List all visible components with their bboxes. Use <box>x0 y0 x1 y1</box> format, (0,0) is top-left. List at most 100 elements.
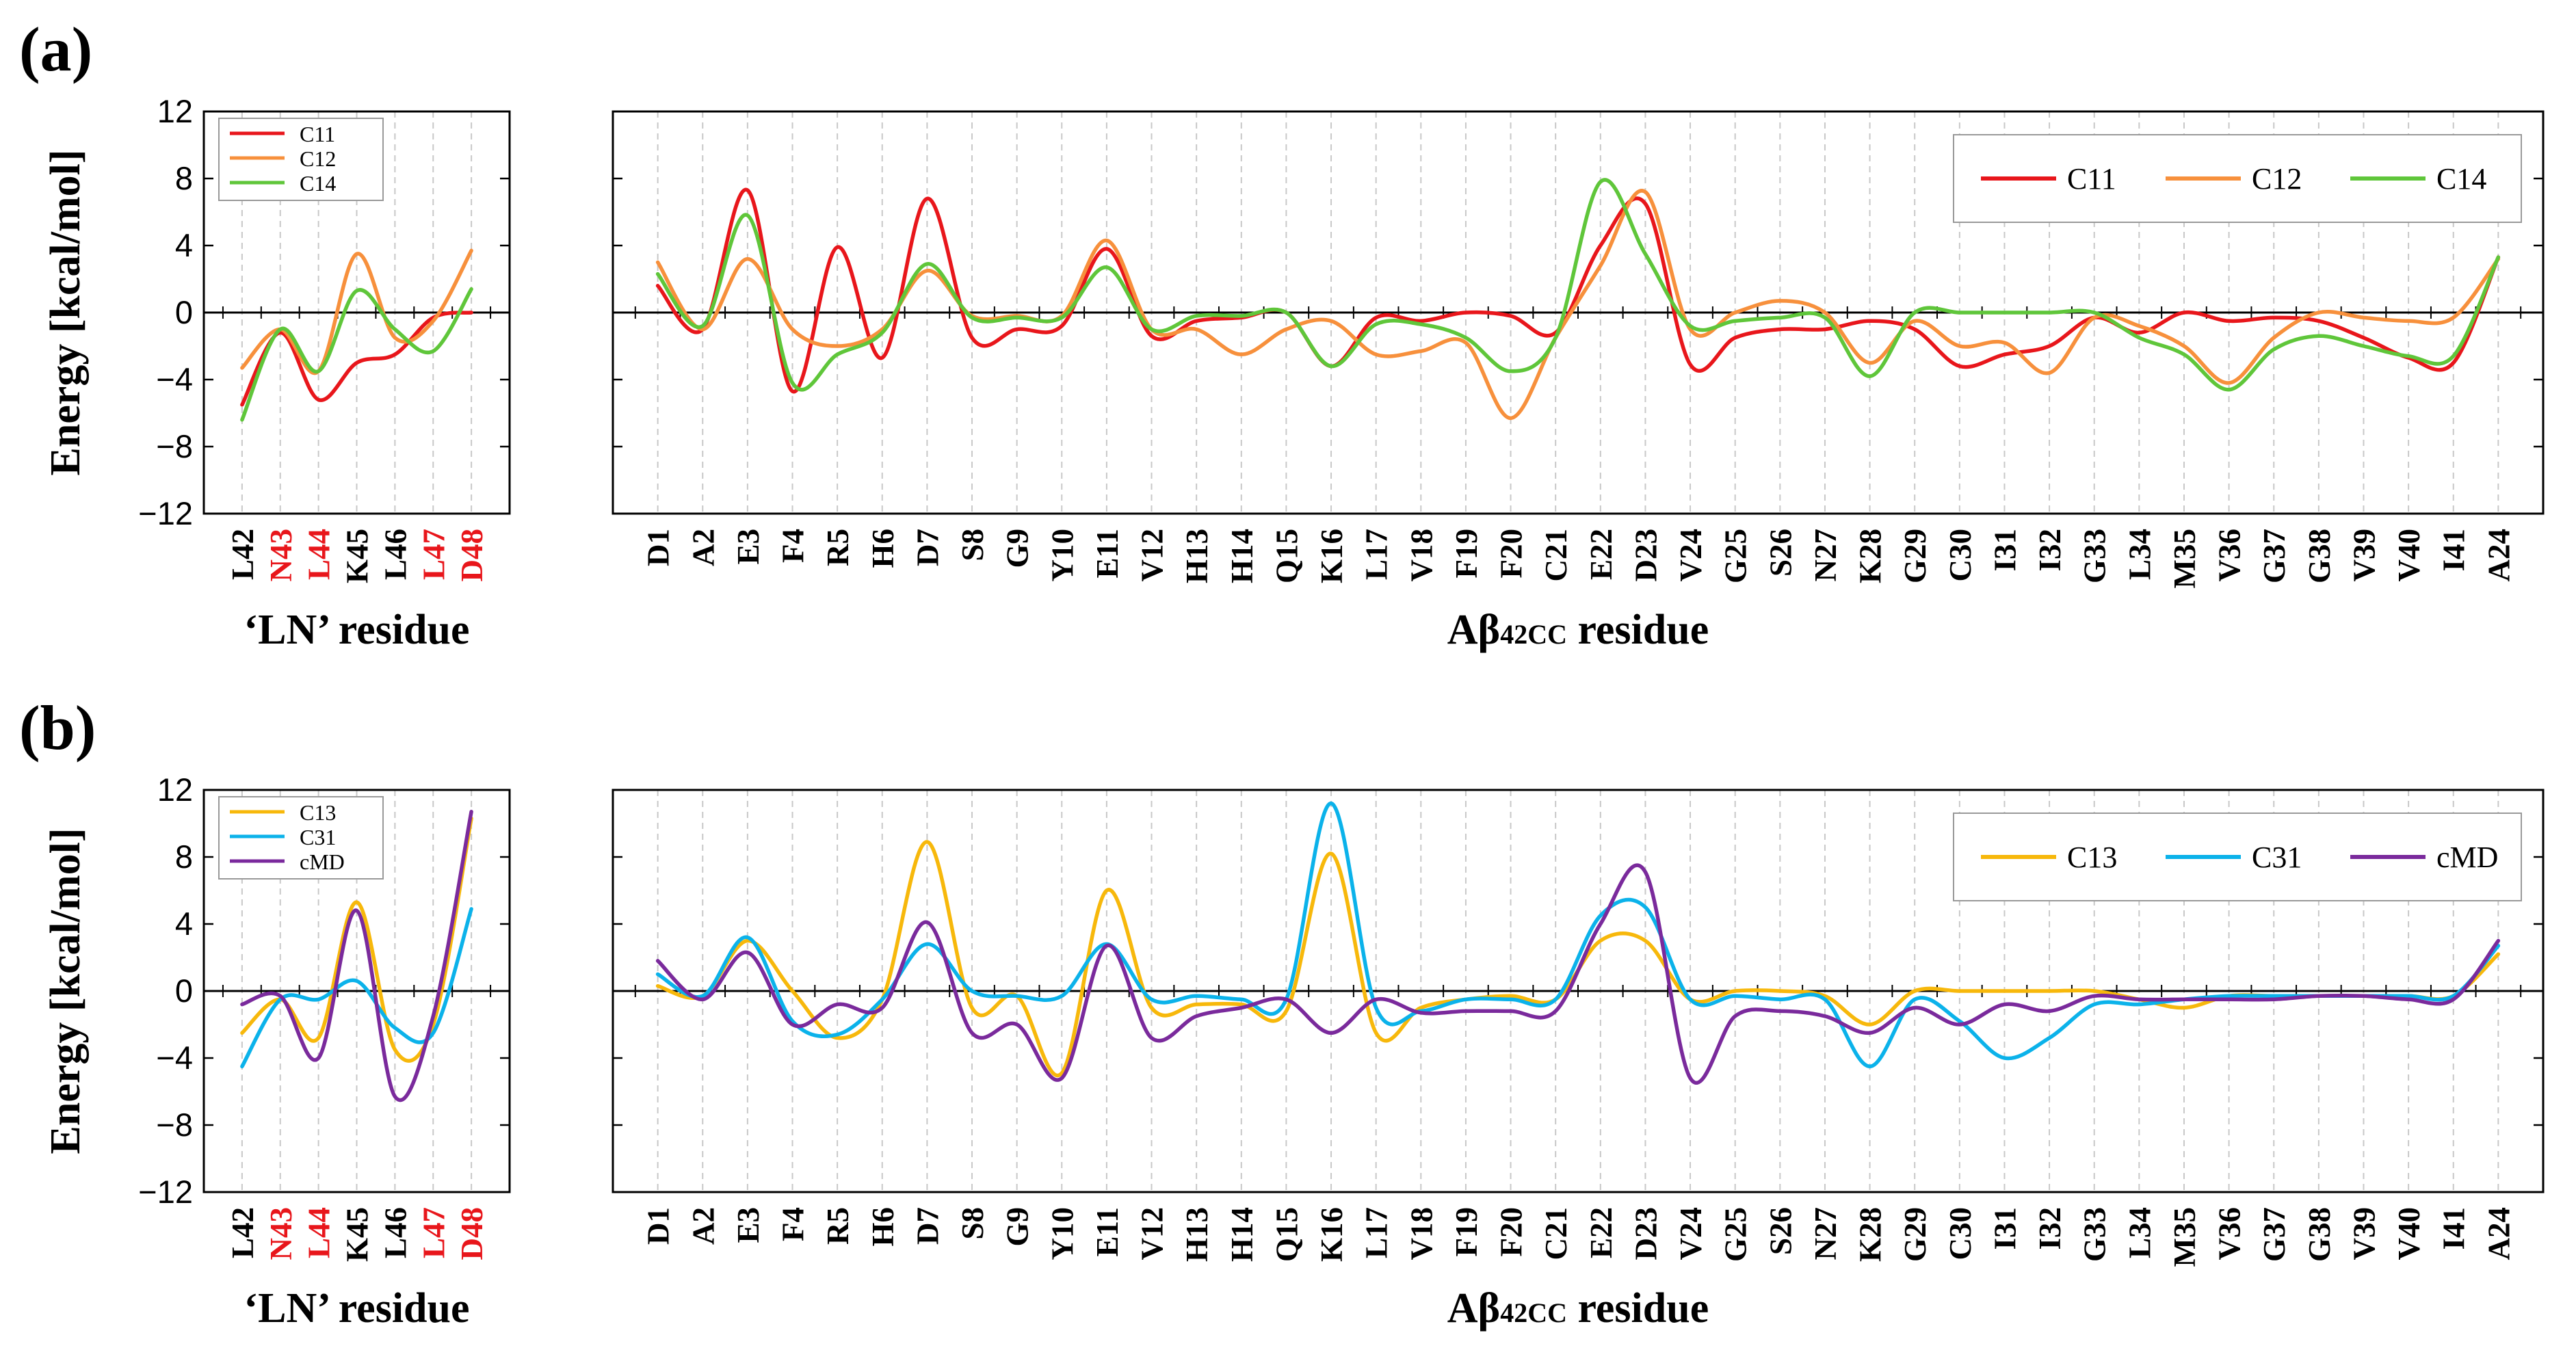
y-tick-label: 0 <box>175 973 193 1009</box>
x-tick-label: Y10 <box>1045 529 1079 582</box>
plot-frame <box>202 789 511 1193</box>
x-tick-label: H14 <box>1225 529 1259 583</box>
plot-frame <box>612 110 2545 515</box>
y-tick-label: −12 <box>138 495 193 531</box>
x-axis-title-subscript: 42CC <box>1500 1297 1567 1328</box>
x-tick-label: V36 <box>2213 529 2247 582</box>
x-tick-label: C30 <box>1943 1207 1977 1260</box>
x-tick-label: H6 <box>866 1207 900 1247</box>
x-tick-label: D1 <box>642 1207 676 1245</box>
x-tick-label: V39 <box>2347 529 2381 582</box>
y-axis-title: Energy [kcal/mol] <box>42 828 89 1154</box>
plot-frame <box>202 110 511 515</box>
x-tick-label: E22 <box>1584 1207 1618 1258</box>
x-tick-label: E3 <box>731 1207 765 1243</box>
panel-label: (a) <box>19 14 92 84</box>
x-tick-label: G25 <box>1719 1207 1753 1262</box>
x-tick-label: I31 <box>1988 1207 2022 1250</box>
legend-label: cMD <box>2436 841 2498 874</box>
legend-label: C31 <box>2252 841 2302 874</box>
legend-label: C12 <box>300 146 336 171</box>
x-tick-label: L34 <box>2122 529 2157 580</box>
x-tick-label: G25 <box>1719 529 1753 583</box>
x-tick-label: L44 <box>302 529 337 580</box>
x-tick-label: D7 <box>910 529 945 566</box>
y-tick-label: 12 <box>157 93 193 129</box>
plot-b-left: 12 8 4 0 −4 −8 −12 L42 N43 L44 K45 L46 L47 D48 ‘LN’ re… <box>138 771 511 1332</box>
x-tick-label: G29 <box>1898 1207 1932 1262</box>
series-line-c14 <box>240 287 473 422</box>
x-tick-label: L46 <box>378 529 412 580</box>
x-tick-label: G33 <box>2078 1207 2112 1262</box>
x-tick-label: I41 <box>2437 1207 2471 1250</box>
x-tick-label: F4 <box>776 1207 811 1241</box>
x-tick-label: C21 <box>1539 1207 1573 1260</box>
x-tick-label: R5 <box>821 529 855 566</box>
x-tick-label: M35 <box>2168 529 2202 588</box>
legend-label: C13 <box>2067 841 2117 874</box>
x-tick-label: G9 <box>1001 1207 1035 1247</box>
x-axis-title-subscript: 42CC <box>1500 619 1567 650</box>
x-tick-label: S26 <box>1763 1207 1798 1255</box>
x-tick-label: G38 <box>2302 529 2337 583</box>
x-tick-label: F20 <box>1495 1207 1529 1257</box>
x-tick-label: V12 <box>1135 529 1170 582</box>
x-tick-label: L47 <box>417 1207 451 1258</box>
x-tick-label: Q15 <box>1270 529 1304 583</box>
x-tick-label: E22 <box>1584 529 1618 580</box>
x-tick-label: N27 <box>1809 1207 1843 1260</box>
y-tick-label: −8 <box>156 1107 193 1143</box>
series-line-cmd <box>240 810 473 1102</box>
x-tick-label: L46 <box>378 1207 412 1258</box>
panel-label: (b) <box>19 693 96 763</box>
x-tick-label: V24 <box>1674 1207 1708 1260</box>
plot-a-left: 12 8 4 0 −4 −8 −12 L42 N43 L44 K45 L46 L47 D48 ‘LN’ re… <box>138 93 511 653</box>
x-tick-label: I41 <box>2437 529 2471 572</box>
plot-frame <box>612 789 2545 1193</box>
x-tick-label: L42 <box>226 1207 260 1258</box>
x-tick-label: H6 <box>866 529 900 568</box>
x-tick-label: V18 <box>1404 1207 1438 1260</box>
x-axis-title-suffix: residue <box>1567 1285 1709 1332</box>
x-tick-label: G9 <box>1001 529 1035 568</box>
series-line-c31 <box>655 801 2501 1069</box>
x-tick-label: L17 <box>1360 529 1394 580</box>
legend-label: C14 <box>2436 162 2486 196</box>
x-tick-label: V40 <box>2392 1207 2426 1260</box>
y-axis-title: Energy [kcal/mol] <box>42 150 89 476</box>
series-line-cmd <box>655 863 2501 1085</box>
x-tick-label: C21 <box>1539 529 1573 582</box>
series-line-c14 <box>655 178 2501 392</box>
y-tick-label: 8 <box>175 160 193 196</box>
x-tick-label: V36 <box>2213 1207 2247 1260</box>
x-tick-label: N43 <box>264 1207 298 1260</box>
x-tick-label: E11 <box>1090 529 1125 579</box>
legend-label: cMD <box>300 849 345 874</box>
legend-label: C11 <box>300 122 335 146</box>
x-tick-label: E11 <box>1090 1207 1125 1257</box>
x-tick-label: L34 <box>2122 1207 2157 1258</box>
x-tick-label: L42 <box>226 529 260 580</box>
legend-label: C11 <box>2067 162 2116 196</box>
x-tick-label: R5 <box>821 1207 855 1245</box>
plot-b-right: D1 A2 E3 F4 R5 H6 D7 S8 G9 Y10 E11 V12 H13 H14 Q15 K16 L… <box>612 789 2545 1332</box>
x-tick-label: D1 <box>642 529 676 566</box>
x-tick-label: K45 <box>341 1207 375 1262</box>
y-tick-label: −8 <box>156 428 193 464</box>
x-axis-title-suffix: residue <box>1567 607 1709 653</box>
x-tick-label: C30 <box>1943 529 1977 582</box>
x-tick-label: S8 <box>956 1207 990 1240</box>
x-axis-title: Aβ42CC residue <box>1447 607 1709 653</box>
x-tick-label: D7 <box>910 1207 945 1245</box>
x-tick-label: L47 <box>417 529 451 580</box>
x-tick-label: K45 <box>341 529 375 583</box>
x-tick-label: D48 <box>455 529 489 582</box>
legend-label: C12 <box>2252 162 2302 196</box>
x-tick-label: G33 <box>2078 529 2112 583</box>
x-tick-label: E3 <box>731 529 765 565</box>
x-tick-label: A24 <box>2482 1207 2516 1260</box>
y-tick-label: 4 <box>175 227 193 263</box>
x-tick-label: K16 <box>1315 1207 1349 1262</box>
y-tick-label: −4 <box>156 361 193 397</box>
legend-label: C13 <box>300 800 336 825</box>
